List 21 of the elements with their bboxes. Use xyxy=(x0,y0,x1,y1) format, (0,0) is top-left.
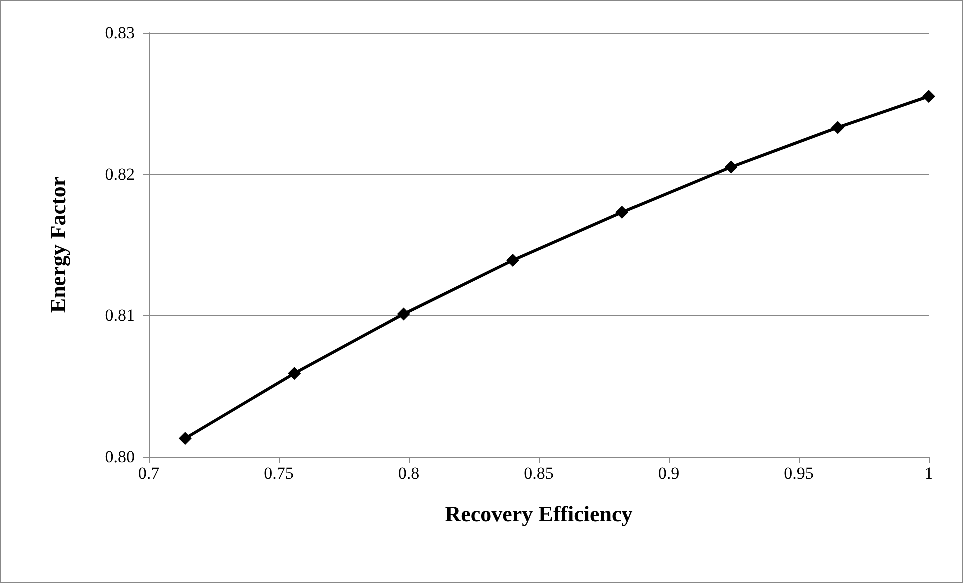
x-axis-title: Recovery Efficiency xyxy=(445,502,633,526)
x-tick-label: 0.9 xyxy=(658,464,680,483)
x-tick-label: 0.75 xyxy=(264,464,294,483)
x-tick-label: 1 xyxy=(924,464,934,483)
point xyxy=(616,206,629,219)
y-tick-label: 0.81 xyxy=(105,306,135,326)
point xyxy=(724,160,738,174)
y-tick-label: 0.80 xyxy=(105,448,135,466)
x-tick-label: 0.7 xyxy=(138,464,160,483)
y-tick-label: 0.82 xyxy=(105,164,135,184)
point xyxy=(922,90,936,104)
x-tick-label: 0.8 xyxy=(398,464,420,483)
y-tick-label: 0.83 xyxy=(105,24,135,42)
point xyxy=(288,367,302,380)
point xyxy=(832,121,844,134)
point xyxy=(178,432,192,446)
x-tick-label: 0.95 xyxy=(784,464,814,483)
point xyxy=(397,308,410,321)
x-tick-label: 0.85 xyxy=(524,464,554,483)
point xyxy=(506,254,520,268)
y-axis-title: Energy Factor xyxy=(46,176,70,314)
